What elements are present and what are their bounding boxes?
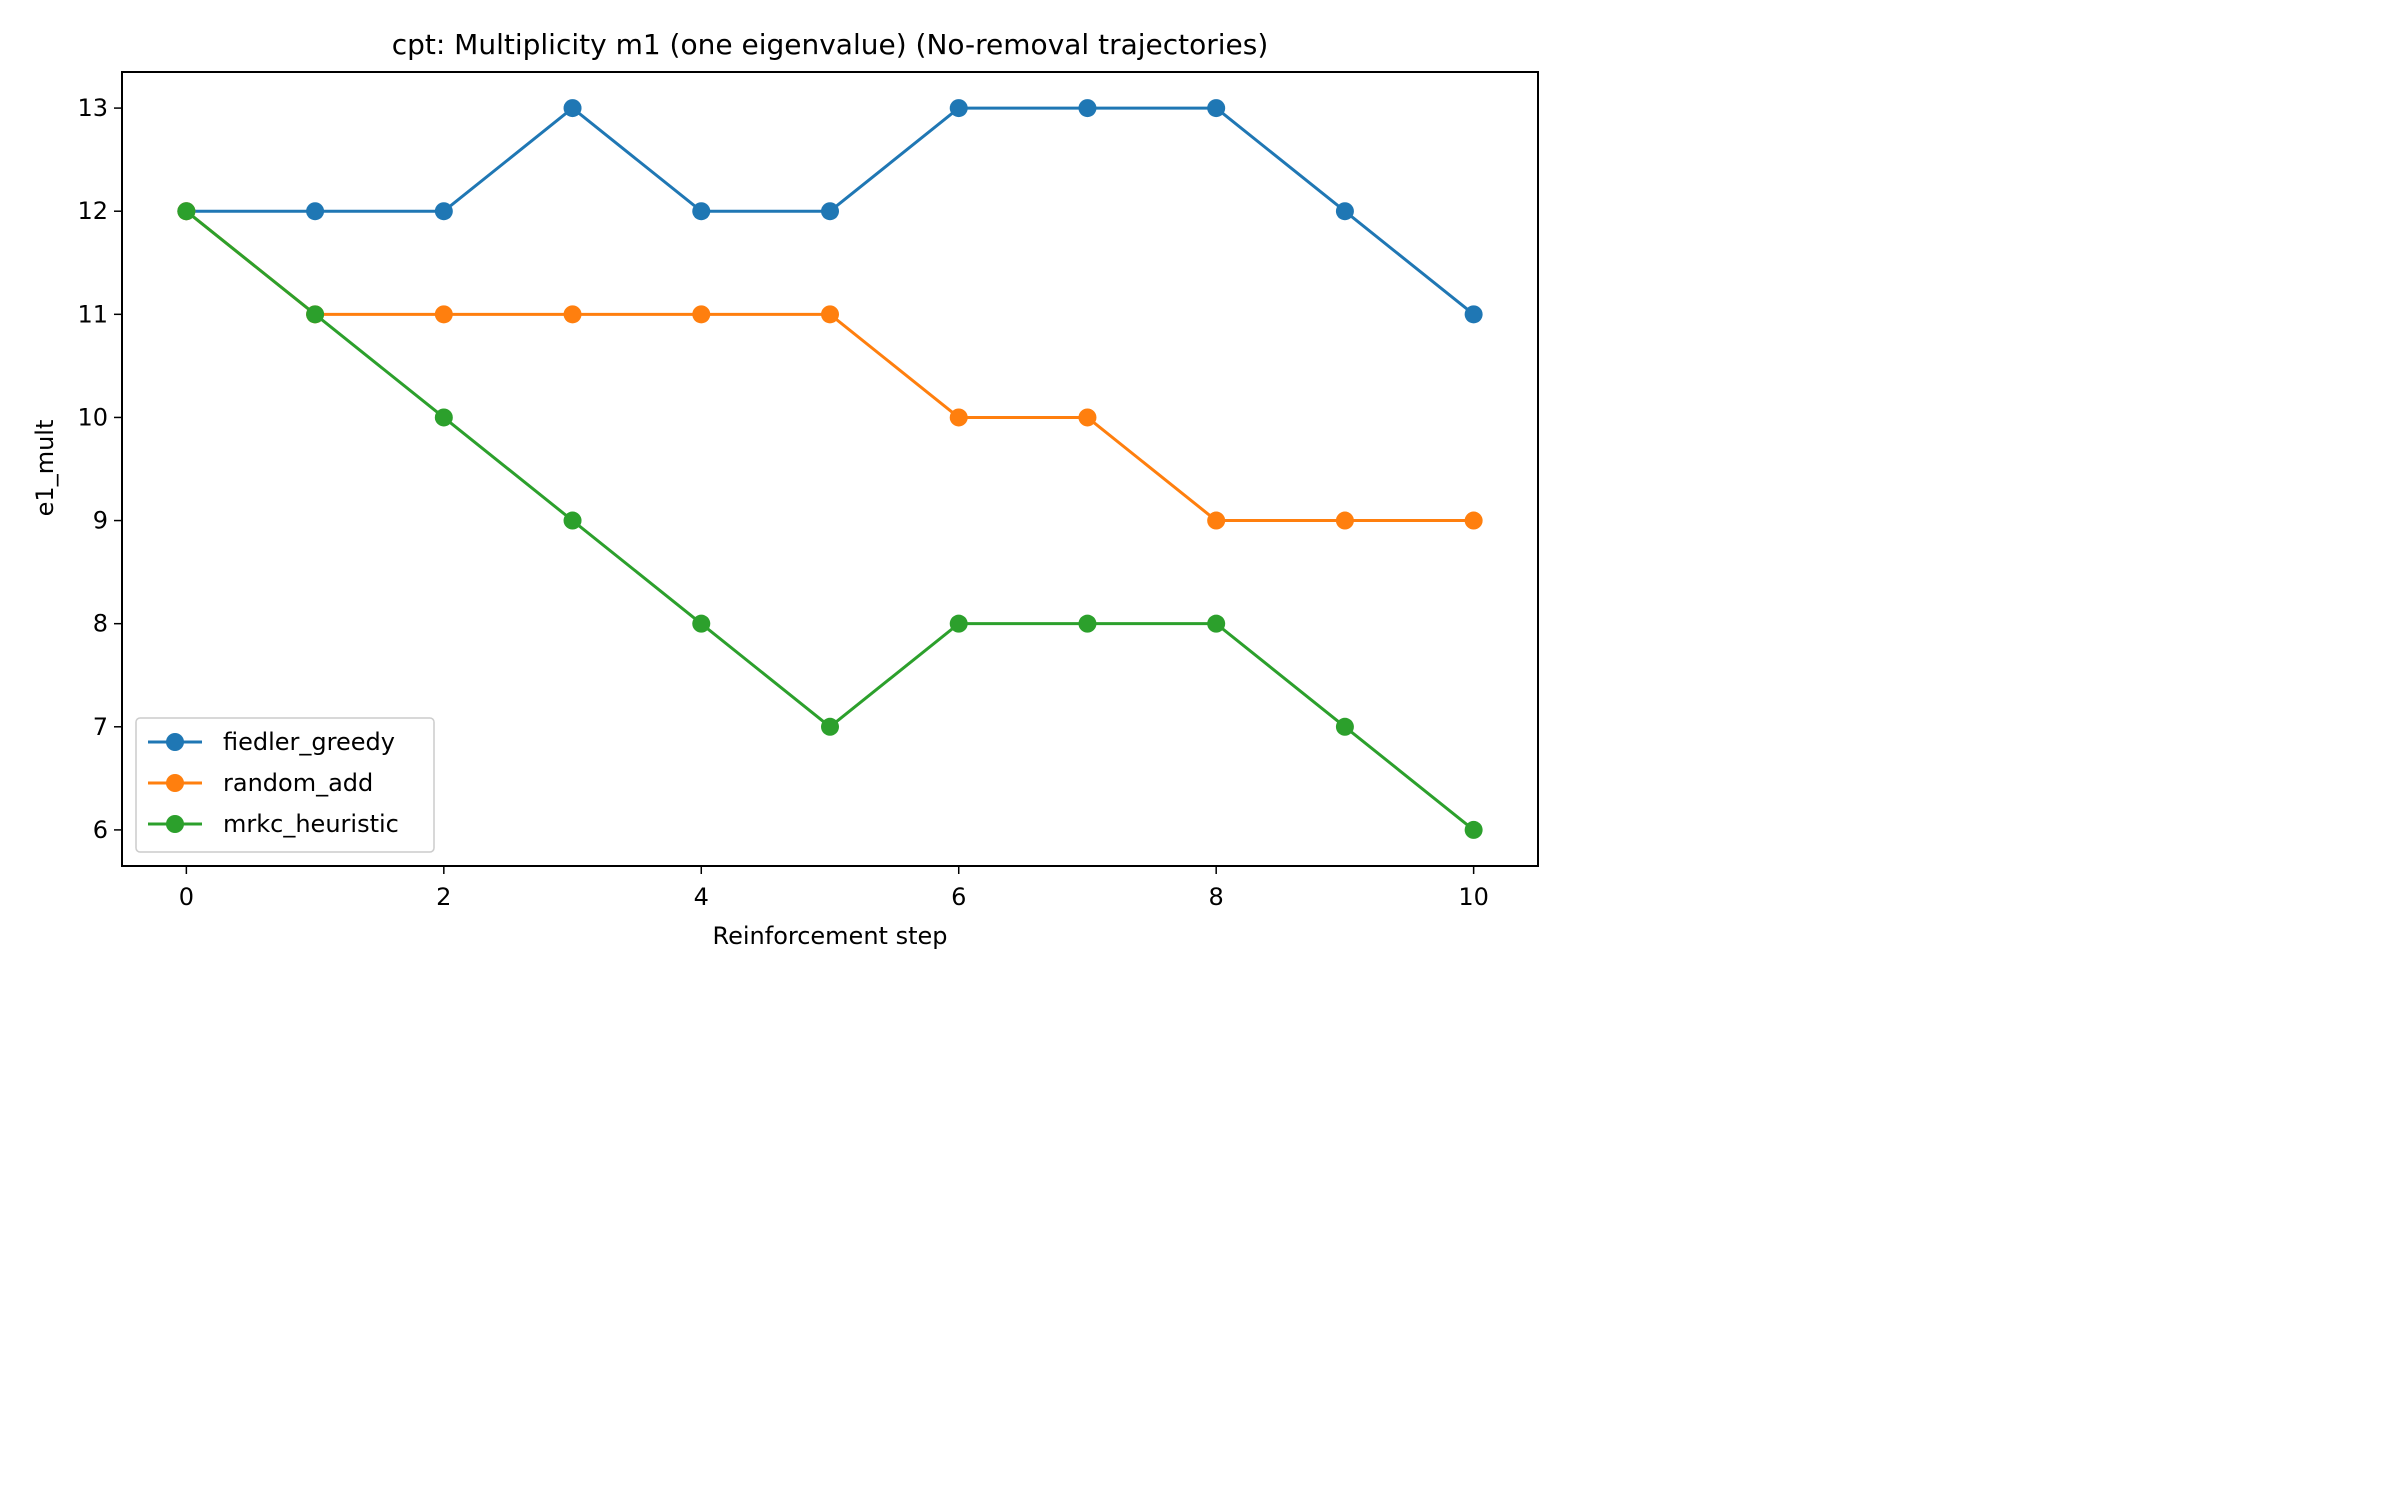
data-point [1078, 614, 1097, 633]
data-point [692, 614, 711, 633]
data-point [1207, 99, 1226, 118]
x-axis: 0 2 4 6 8 10 [179, 866, 1489, 911]
x-tick-label: 6 [951, 883, 966, 911]
data-point [949, 99, 968, 118]
data-point [949, 614, 968, 633]
y-axis-label: e1_mult [31, 420, 59, 517]
data-point [177, 202, 196, 221]
data-point [434, 408, 453, 427]
x-axis-label: Reinforcement step [713, 922, 948, 950]
legend-label: fiedler_greedy [223, 728, 395, 756]
y-axis: 6 7 8 9 10 11 12 13 [77, 94, 122, 844]
data-point [692, 202, 711, 221]
series-mrkc_heuristic [177, 202, 1483, 839]
data-point [821, 717, 839, 736]
line-chart: cpt: Multiplicity m1 (one eigenvalue) (N… [31, 28, 1539, 950]
series-layer [177, 99, 1483, 839]
legend: fiedler_greedy random_add mrkc_heuristic [135, 717, 435, 853]
legend-box [135, 717, 435, 853]
legend-label: mrkc_heuristic [223, 810, 399, 838]
y-tick-label: 12 [77, 197, 108, 225]
data-point [563, 511, 582, 530]
data-point [949, 408, 968, 427]
chart-title: cpt: Multiplicity m1 (one eigenvalue) (N… [392, 28, 1269, 61]
legend-marker [166, 733, 184, 751]
y-tick-label: 11 [77, 300, 108, 328]
x-tick-label: 10 [1458, 883, 1489, 911]
y-tick-label: 8 [93, 610, 108, 638]
x-tick-label: 2 [436, 883, 451, 911]
data-point [821, 305, 839, 324]
legend-item: random_add [148, 769, 373, 797]
data-point [1207, 511, 1226, 530]
data-point [306, 305, 325, 324]
data-point [1464, 820, 1483, 839]
data-point [1207, 614, 1226, 633]
data-point [1464, 305, 1483, 324]
y-tick-label: 9 [93, 507, 108, 535]
y-tick-label: 7 [93, 713, 108, 741]
data-point [1335, 511, 1354, 530]
data-point [306, 202, 325, 221]
x-tick-label: 8 [1209, 883, 1224, 911]
y-tick-label: 10 [77, 403, 108, 431]
data-point [692, 305, 711, 324]
legend-label: random_add [223, 769, 373, 797]
y-tick-label: 6 [93, 816, 108, 844]
legend-item: mrkc_heuristic [148, 810, 399, 838]
plot-frame [121, 71, 1539, 867]
data-point [821, 202, 839, 221]
series-random_add [177, 202, 1483, 530]
data-point [1078, 408, 1097, 427]
legend-marker [166, 774, 184, 792]
x-tick-label: 0 [179, 883, 194, 911]
y-tick-label: 13 [77, 94, 108, 122]
series-fiedler_greedy [177, 99, 1483, 324]
x-tick-label: 4 [694, 883, 709, 911]
legend-marker [166, 815, 184, 833]
data-point [1335, 717, 1354, 736]
data-point [563, 99, 582, 118]
data-point [1078, 99, 1097, 118]
data-point [1464, 511, 1483, 530]
data-point [563, 305, 582, 324]
data-point [1335, 202, 1354, 221]
data-point [434, 305, 453, 324]
legend-item: fiedler_greedy [148, 728, 395, 756]
data-point [434, 202, 453, 221]
